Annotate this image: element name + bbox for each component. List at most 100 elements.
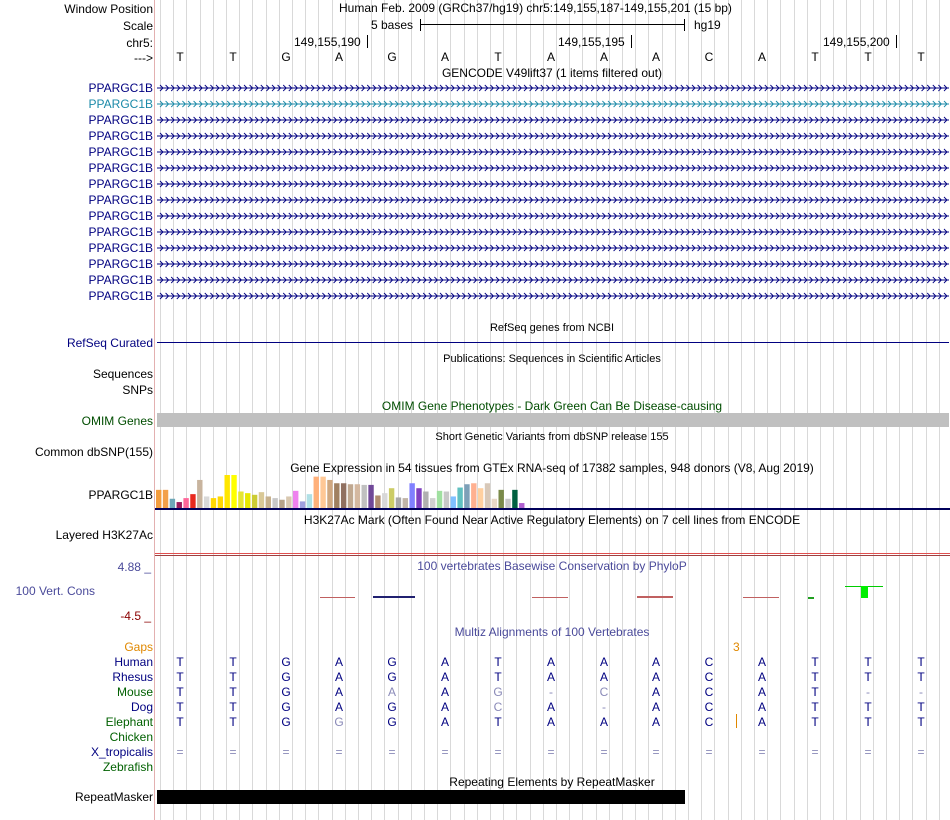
species-label[interactable]: X_tropicalis [90, 745, 153, 759]
gtex-tissue-bar[interactable] [251, 494, 258, 508]
gtex-tissue-bar[interactable] [423, 491, 429, 509]
gencode-gene-label[interactable]: PPARGC1B [88, 81, 153, 95]
gtex-tissue-bar[interactable] [375, 495, 381, 508]
gencode-transcript[interactable] [157, 147, 949, 156]
gtex-tissue-bar[interactable] [450, 496, 456, 508]
gtex-tissue-bar[interactable] [265, 496, 271, 508]
gtex-tissue-bar[interactable] [299, 501, 306, 508]
gencode-gene-label[interactable]: PPARGC1B [88, 209, 153, 223]
species-label[interactable]: Human [114, 655, 153, 669]
gencode-transcript[interactable] [157, 179, 949, 188]
refseq-gene-line[interactable] [157, 342, 949, 343]
gencode-transcript[interactable] [157, 195, 949, 204]
gtex-bar-chart[interactable] [155, 474, 950, 510]
gtex-tissue-bar[interactable] [210, 498, 217, 508]
gtex-tissue-bar[interactable] [402, 498, 408, 508]
gencode-transcript[interactable] [157, 211, 949, 220]
gencode-gene-label[interactable]: PPARGC1B [88, 97, 153, 111]
gtex-tissue-bar[interactable] [519, 503, 525, 508]
gencode-gene-label[interactable]: PPARGC1B [88, 289, 153, 303]
gencode-transcript[interactable] [157, 115, 949, 124]
gtex-tissue-bar[interactable] [279, 499, 285, 508]
gtex-tissue-bar[interactable] [238, 491, 244, 509]
gtex-tissue-bar[interactable] [471, 483, 477, 508]
gtex-gene-label[interactable]: PPARGC1B [88, 488, 153, 502]
gencode-transcript[interactable] [157, 291, 949, 300]
gtex-tissue-bar[interactable] [430, 498, 436, 508]
species-label[interactable]: Zebrafish [102, 760, 153, 774]
gtex-tissue-bar[interactable] [443, 491, 450, 509]
species-label[interactable]: Chicken [109, 730, 153, 744]
gtex-tissue-bar[interactable] [436, 490, 443, 508]
gtex-tissue-bar[interactable] [464, 484, 470, 508]
phylop-plot[interactable] [155, 580, 950, 604]
gtex-tissue-bar[interactable] [217, 496, 224, 508]
gtex-tissue-bar[interactable] [162, 489, 169, 508]
gtex-tissue-bar[interactable] [354, 484, 361, 508]
gencode-transcript[interactable] [157, 163, 949, 172]
gencode-gene-label[interactable]: PPARGC1B [88, 273, 153, 287]
gencode-transcript[interactable] [157, 243, 949, 252]
gencode-gene-label[interactable]: PPARGC1B [88, 225, 153, 239]
gencode-transcript[interactable] [157, 99, 949, 108]
h3k27ac-label[interactable]: Layered H3K27Ac [55, 528, 153, 542]
repeatmasker-element[interactable] [157, 790, 685, 804]
species-label[interactable]: Dog [130, 700, 153, 714]
gtex-tissue-bar[interactable] [498, 489, 504, 508]
gtex-tissue-bar[interactable] [457, 487, 463, 508]
gtex-tissue-bar[interactable] [176, 502, 182, 508]
gtex-tissue-bar[interactable] [203, 496, 210, 508]
gencode-transcript[interactable] [157, 83, 949, 92]
gtex-tissue-bar[interactable] [258, 492, 265, 508]
gencode-gene-label[interactable]: PPARGC1B [88, 145, 153, 159]
gtex-tissue-bar[interactable] [286, 496, 292, 508]
gtex-tissue-bar[interactable] [512, 489, 518, 508]
gtex-tissue-bar[interactable] [313, 476, 319, 508]
gencode-gene-label[interactable]: PPARGC1B [88, 193, 153, 207]
gtex-tissue-bar[interactable] [388, 488, 395, 508]
gtex-tissue-bar[interactable] [272, 498, 278, 508]
gtex-tissue-bar[interactable] [395, 497, 402, 508]
gtex-tissue-bar[interactable] [156, 489, 162, 508]
refseq-label[interactable]: RefSeq Curated [66, 336, 153, 350]
gtex-tissue-bar[interactable] [245, 493, 251, 508]
gencode-gene-label[interactable]: PPARGC1B [88, 161, 153, 175]
gtex-tissue-bar[interactable] [320, 476, 326, 508]
species-label[interactable]: Rhesus [112, 670, 153, 684]
gencode-transcript[interactable] [157, 227, 949, 236]
gtex-tissue-bar[interactable] [409, 483, 415, 508]
gtex-tissue-bar[interactable] [505, 498, 511, 508]
gtex-tissue-bar[interactable] [340, 483, 347, 508]
gtex-tissue-bar[interactable] [477, 488, 484, 508]
gtex-tissue-bar[interactable] [190, 494, 196, 508]
sequences-label[interactable]: Sequences [92, 367, 153, 381]
gtex-tissue-bar[interactable] [382, 493, 388, 508]
omim-feature-bar[interactable] [157, 413, 949, 427]
dbsnp-label[interactable]: Common dbSNP(155) [34, 445, 153, 459]
gtex-tissue-bar[interactable] [334, 483, 340, 508]
gencode-gene-label[interactable]: PPARGC1B [88, 113, 153, 127]
gencode-gene-label[interactable]: PPARGC1B [88, 129, 153, 143]
gencode-transcript[interactable] [157, 131, 949, 140]
browser-track-area[interactable] [155, 0, 950, 820]
species-label[interactable]: Elephant [105, 715, 153, 729]
gtex-tissue-bar[interactable] [231, 475, 237, 508]
gtex-tissue-bar[interactable] [484, 483, 491, 508]
gencode-gene-label[interactable]: PPARGC1B [88, 177, 153, 191]
omim-label[interactable]: OMIM Genes [81, 414, 153, 428]
gtex-tissue-bar[interactable] [183, 498, 189, 508]
gtex-tissue-bar[interactable] [169, 498, 176, 508]
gencode-transcript[interactable] [157, 275, 949, 284]
gtex-tissue-bar[interactable] [361, 484, 367, 508]
gtex-tissue-bar[interactable] [491, 498, 498, 508]
snps-label[interactable]: SNPs [122, 383, 153, 397]
phylop-label[interactable]: 100 Vert. Cons [15, 584, 95, 598]
gtex-tissue-bar[interactable] [197, 479, 203, 508]
gtex-tissue-bar[interactable] [293, 490, 299, 508]
gtex-tissue-bar[interactable] [327, 479, 333, 508]
gencode-gene-label[interactable]: PPARGC1B [88, 241, 153, 255]
gtex-tissue-bar[interactable] [306, 494, 313, 508]
gtex-tissue-bar[interactable] [416, 488, 422, 508]
gtex-tissue-bar[interactable] [368, 484, 374, 508]
species-label[interactable]: Mouse [116, 685, 153, 699]
